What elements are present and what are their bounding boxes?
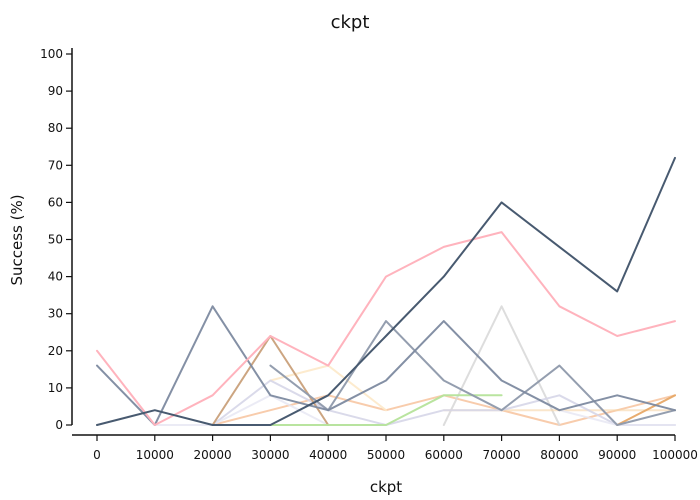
series-10 bbox=[96, 305, 676, 426]
series-line bbox=[96, 231, 676, 426]
series-9 bbox=[269, 320, 676, 426]
y-tick-label: 70 bbox=[48, 158, 63, 172]
series-line bbox=[442, 305, 561, 426]
x-tick-label: 40000 bbox=[309, 448, 347, 462]
x-tick-label: 30000 bbox=[251, 448, 289, 462]
y-tick-label: 30 bbox=[48, 307, 63, 321]
y-tick-label: 60 bbox=[48, 195, 63, 209]
series-2 bbox=[442, 305, 561, 426]
series-line bbox=[269, 394, 503, 426]
x-tick-label: 60000 bbox=[425, 448, 463, 462]
series-12 bbox=[96, 156, 676, 426]
y-tick-label: 90 bbox=[48, 84, 63, 98]
y-tick-label: 0 bbox=[55, 418, 63, 432]
series-line bbox=[616, 394, 676, 426]
y-tick-label: 20 bbox=[48, 344, 63, 358]
x-tick-label: 100000 bbox=[652, 448, 698, 462]
y-tick-label: 40 bbox=[48, 270, 63, 284]
y-tick-label: 100 bbox=[40, 47, 63, 61]
x-tick-label: 90000 bbox=[598, 448, 636, 462]
x-tick-label: 70000 bbox=[483, 448, 521, 462]
series-group bbox=[96, 156, 676, 426]
series-8 bbox=[616, 394, 676, 426]
y-axis-label: Success (%) bbox=[8, 194, 26, 285]
series-4 bbox=[211, 379, 676, 426]
axes: 0 10 20 30 40 50 60 70 80 90 100 0 10000 20000 30000 40… bbox=[40, 47, 698, 462]
x-tick-label: 0 bbox=[93, 448, 101, 462]
x-axis-label: ckpt bbox=[370, 478, 402, 496]
series-line bbox=[269, 320, 676, 426]
y-tick-label: 80 bbox=[48, 121, 63, 135]
x-tick-label: 10000 bbox=[136, 448, 174, 462]
chart-title: ckpt bbox=[331, 12, 370, 33]
y-tick-label: 50 bbox=[48, 233, 63, 247]
series-line bbox=[211, 379, 676, 426]
series-11 bbox=[96, 231, 676, 426]
series-7 bbox=[269, 394, 503, 426]
series-line bbox=[96, 156, 676, 426]
series-line bbox=[96, 305, 676, 426]
y-tick-label: 10 bbox=[48, 381, 63, 395]
x-tick-label: 20000 bbox=[194, 448, 232, 462]
x-tick-label: 80000 bbox=[540, 448, 578, 462]
series-line bbox=[558, 409, 676, 426]
x-tick-label: 50000 bbox=[367, 448, 405, 462]
